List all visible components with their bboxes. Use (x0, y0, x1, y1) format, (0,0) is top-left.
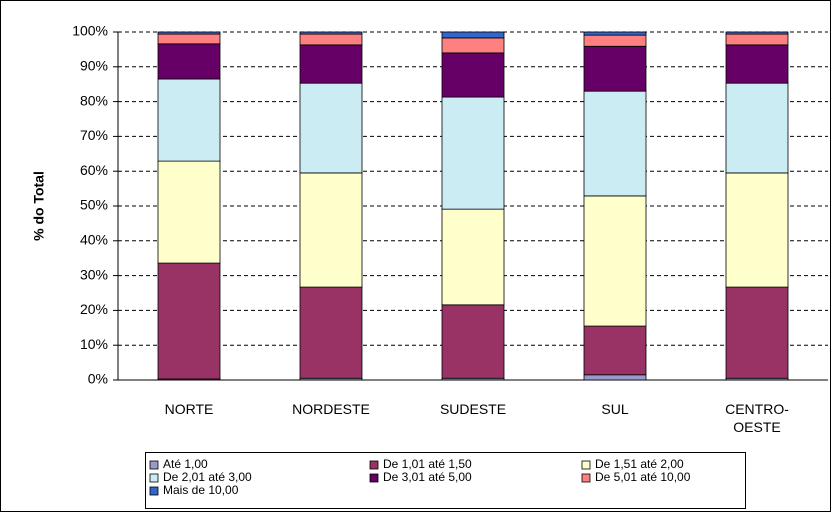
bar-segment (583, 31, 647, 36)
legend-swatch (581, 460, 591, 470)
legend: Até 1,00 De 1,01 até 1,50 De 1,51 até 2,00… (149, 457, 691, 497)
bar-segment (583, 195, 647, 327)
bar-segment (725, 33, 789, 46)
legend-swatch (149, 473, 159, 483)
bar-segment (583, 325, 647, 376)
legend-label: De 3,01 até 5,00 (383, 470, 472, 484)
y-tick-label: 60% (80, 162, 108, 178)
y-tick-label: 80% (80, 92, 108, 108)
bar-segment (583, 45, 647, 92)
legend-label: De 1,51 até 2,00 (595, 457, 684, 471)
x-tick-label: NORDESTE (292, 401, 370, 417)
x-tick-label: NORTE (164, 401, 214, 417)
legend-label: De 2,01 até 3,00 (163, 470, 252, 484)
bar-segment (299, 44, 363, 84)
y-tick-label: 100% (72, 23, 108, 39)
legend-swatch (369, 473, 379, 483)
bar-segment (441, 208, 505, 306)
y-tick-label: 50% (80, 197, 108, 213)
bar-segment (725, 82, 789, 174)
y-tick-label: 90% (80, 58, 108, 74)
bar-segment (299, 172, 363, 288)
bar-segment (441, 52, 505, 98)
legend-swatch (581, 473, 591, 483)
x-tick-label: CENTRO-OESTE (725, 401, 789, 435)
bar-segment (299, 286, 363, 379)
legend-box (145, 452, 746, 509)
legend-swatch (149, 460, 159, 470)
bar-segment (725, 44, 789, 84)
y-tick-label: 0% (88, 371, 108, 387)
legend-label: Até 1,00 (163, 457, 208, 471)
legend-label: De 1,01 até 1,50 (383, 457, 472, 471)
y-tick-label: 20% (80, 301, 108, 317)
bar-segment (725, 31, 789, 35)
bar-segment (157, 43, 221, 80)
bar-segment (157, 78, 221, 162)
x-tick-label: SUL (601, 401, 629, 417)
legend-swatch (369, 460, 379, 470)
bar-segment (157, 160, 221, 264)
y-tick-label: 70% (80, 127, 108, 143)
bar-segment (583, 34, 647, 47)
bar-segment (441, 31, 505, 39)
bar-segment (583, 90, 647, 197)
bar-segment (725, 172, 789, 288)
bar-segment (299, 33, 363, 46)
y-tick-label: 10% (80, 336, 108, 352)
bar-segment (157, 262, 221, 380)
y-tick-label: 30% (80, 266, 108, 282)
bar-segment (299, 31, 363, 35)
y-axis-title: % do Total (31, 171, 47, 241)
legend-label: Mais de 10,00 (163, 483, 239, 497)
legend-swatch (149, 486, 159, 496)
bar-segment (157, 33, 221, 45)
bar-segment (583, 374, 647, 381)
bar-segment (441, 37, 505, 54)
x-tick-label: SUDESTE (439, 401, 507, 417)
bar-segment (441, 96, 505, 210)
bar-segment (725, 286, 789, 379)
bar-segment (441, 304, 505, 379)
bar-segment (299, 82, 363, 174)
legend-label: De 5,01 até 10,00 (595, 470, 691, 484)
bar-segment (157, 31, 221, 35)
y-tick-label: 40% (80, 232, 108, 248)
